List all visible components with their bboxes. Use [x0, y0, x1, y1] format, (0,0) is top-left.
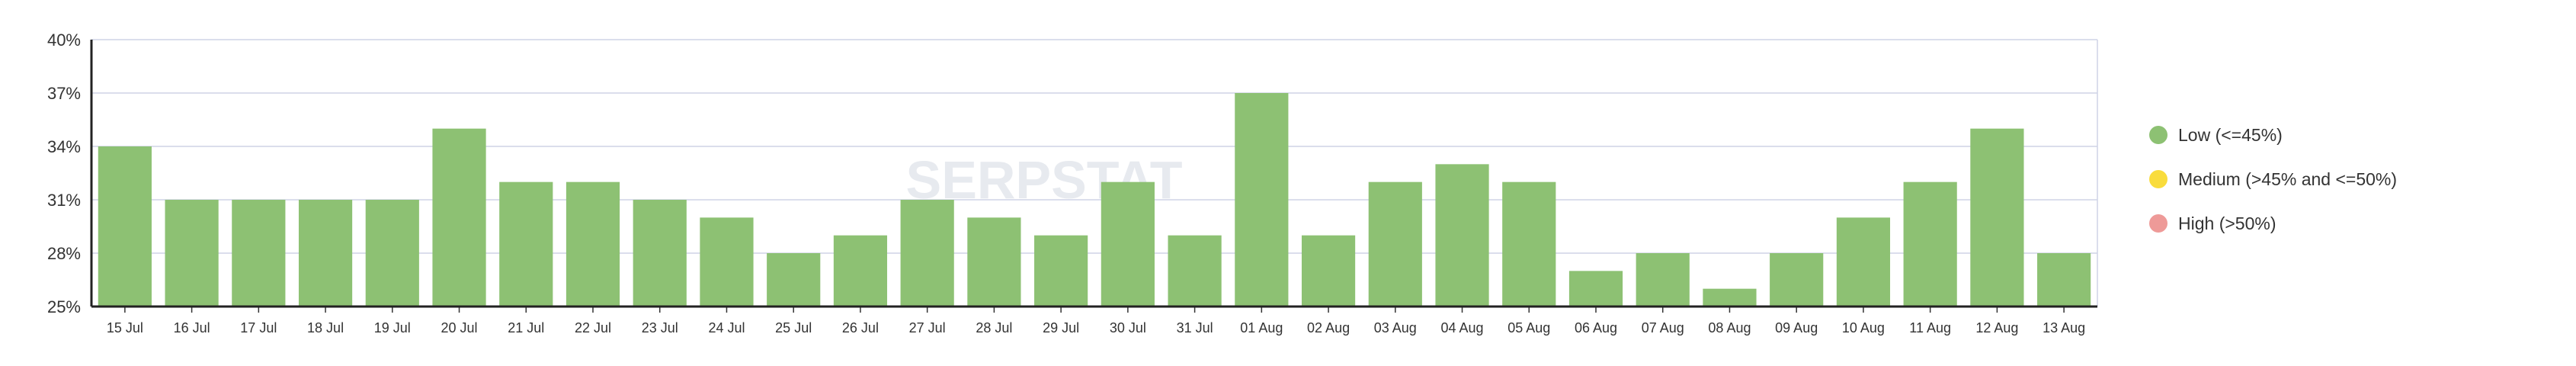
- bar[interactable]: [1368, 181, 1422, 307]
- bar[interactable]: [1836, 217, 1891, 307]
- x-tick-label: 26 Jul: [842, 320, 879, 336]
- bar[interactable]: [1568, 271, 1623, 307]
- bar[interactable]: [833, 235, 888, 307]
- y-tick-label: 31%: [47, 191, 81, 210]
- bar[interactable]: [365, 200, 419, 307]
- bar[interactable]: [98, 146, 152, 307]
- bar[interactable]: [1168, 235, 1222, 307]
- bar[interactable]: [967, 217, 1021, 307]
- y-tick-label: 28%: [47, 244, 81, 263]
- bar-chart: SERPSTAT 15 Jul 16 Jul 17 Jul 18 Jul 19 Jul 2…: [47, 30, 2098, 336]
- x-axis-tick-labels: 15 Jul 16 Jul 17 Jul 18 Jul 19 Jul 20 Jul 21 J…: [107, 320, 2085, 336]
- bar[interactable]: [700, 217, 754, 307]
- y-tick-label: 40%: [47, 30, 81, 50]
- x-tick-label: 11 Aug: [1909, 320, 1951, 336]
- legend-item-low[interactable]: Low (<=45%): [2149, 122, 2397, 148]
- bar[interactable]: [432, 128, 486, 307]
- grid-lines: [91, 39, 2098, 307]
- high-color-dot-icon: [2149, 214, 2167, 233]
- y-tick-label: 34%: [47, 137, 81, 156]
- x-tick-label: 30 Jul: [1110, 320, 1146, 336]
- legend-item-high[interactable]: High (>50%): [2149, 210, 2397, 236]
- x-tick-label: 31 Jul: [1177, 320, 1213, 336]
- x-tick-label: 10 Aug: [1842, 320, 1885, 336]
- bar[interactable]: [298, 200, 353, 307]
- x-tick-label: 28 Jul: [976, 320, 1012, 336]
- x-tick-label: 01 Aug: [1240, 320, 1283, 336]
- bar[interactable]: [165, 200, 219, 307]
- x-tick-label: 03 Aug: [1374, 320, 1417, 336]
- legend: Low (<=45%) Medium (>45% and <=50%) High…: [2149, 122, 2397, 236]
- bar[interactable]: [1235, 93, 1289, 307]
- y-tick-label: 37%: [47, 84, 81, 103]
- y-axis-tick-labels: 25% 28% 31% 34% 37% 40%: [47, 30, 81, 316]
- y-tick-label: 25%: [47, 297, 81, 316]
- x-tick-label: 09 Aug: [1775, 320, 1818, 336]
- bar[interactable]: [1636, 253, 1690, 307]
- x-tick-label: 21 Jul: [508, 320, 544, 336]
- legend-label-medium: Medium (>45% and <=50%): [2178, 169, 2398, 189]
- x-tick-label: 12 Aug: [1975, 320, 2018, 336]
- x-tick-label: 25 Jul: [775, 320, 812, 336]
- x-tick-label: 15 Jul: [107, 320, 143, 336]
- x-tick-label: 24 Jul: [708, 320, 745, 336]
- x-tick-label: 22 Jul: [575, 320, 611, 336]
- x-tick-label: 08 Aug: [1708, 320, 1751, 336]
- x-tick-label: 19 Jul: [374, 320, 411, 336]
- x-tick-label: 18 Jul: [307, 320, 344, 336]
- x-tick-label: 07 Aug: [1642, 320, 1684, 336]
- legend-label-high: High (>50%): [2178, 213, 2276, 233]
- x-tick-label: 27 Jul: [909, 320, 946, 336]
- bar[interactable]: [499, 181, 553, 307]
- x-tick-label: 05 Aug: [1507, 320, 1550, 336]
- medium-color-dot-icon: [2149, 170, 2167, 188]
- x-tick-label: 16 Jul: [174, 320, 210, 336]
- bar[interactable]: [232, 200, 286, 307]
- x-tick-label: 20 Jul: [441, 320, 478, 336]
- axes: [90, 40, 2097, 313]
- bar[interactable]: [1101, 181, 1155, 307]
- bar[interactable]: [1502, 181, 1556, 307]
- x-tick-label: 17 Jul: [240, 320, 277, 336]
- x-tick-label: 23 Jul: [642, 320, 678, 336]
- x-tick-label: 13 Aug: [2043, 320, 2085, 336]
- bar[interactable]: [566, 181, 620, 307]
- bar[interactable]: [1703, 288, 1757, 307]
- bar[interactable]: [1970, 128, 2024, 307]
- bar[interactable]: [1903, 181, 1957, 307]
- bar[interactable]: [767, 253, 821, 307]
- bar[interactable]: [1435, 164, 1489, 307]
- bar[interactable]: [1770, 253, 1824, 307]
- low-color-dot-icon: [2149, 126, 2167, 144]
- x-tick-label: 06 Aug: [1575, 320, 1617, 336]
- bar[interactable]: [2037, 253, 2091, 307]
- bar[interactable]: [1301, 235, 1356, 307]
- bars: [98, 93, 2091, 307]
- legend-item-medium[interactable]: Medium (>45% and <=50%): [2149, 166, 2397, 192]
- bar[interactable]: [633, 200, 687, 307]
- x-tick-label: 29 Jul: [1043, 320, 1079, 336]
- bar[interactable]: [900, 200, 954, 307]
- legend-label-low: Low (<=45%): [2178, 124, 2283, 145]
- x-tick-label: 02 Aug: [1307, 320, 1350, 336]
- bar[interactable]: [1034, 235, 1088, 307]
- x-tick-label: 04 Aug: [1441, 320, 1484, 336]
